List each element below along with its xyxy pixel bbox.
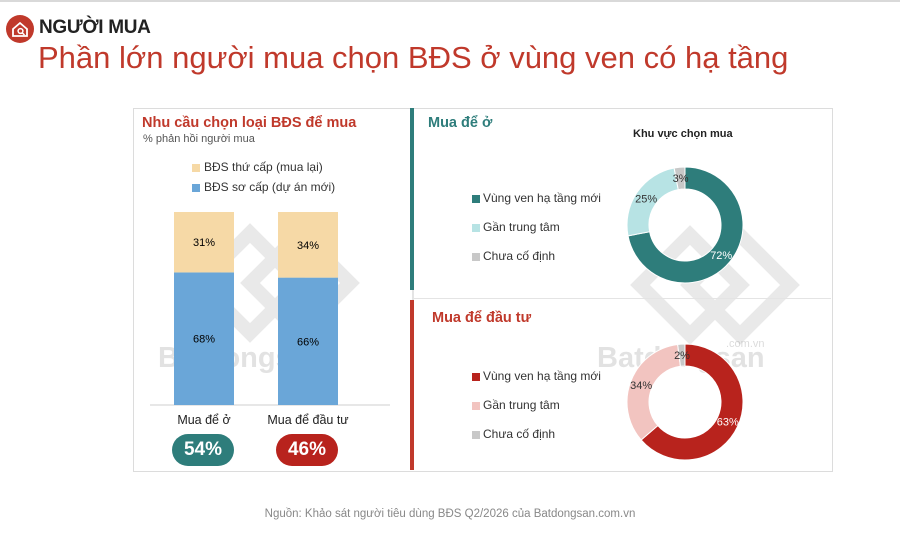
bar-data-label: 31% bbox=[193, 237, 215, 249]
top-rule bbox=[0, 0, 900, 2]
section-divider bbox=[414, 298, 831, 299]
section-title-invest: Mua để đầu tư bbox=[432, 310, 532, 326]
legend-swatch-own-2 bbox=[472, 253, 480, 261]
legend-swatch-own-0 bbox=[472, 195, 480, 203]
legend-label-primary: BĐS sơ cấp (dự án mới) bbox=[204, 180, 336, 194]
legend-label-own-0: Vùng ven hạ tầng mới bbox=[483, 191, 601, 205]
donut-data-label: 34% bbox=[630, 380, 652, 392]
legend-swatch-secondary bbox=[192, 164, 200, 172]
bar-segment bbox=[174, 212, 234, 273]
donut-slice bbox=[627, 166, 744, 284]
left-chart-title: Nhu cầu chọn loại BĐS để mua bbox=[142, 115, 357, 131]
watermark-sub-right: .com.vn bbox=[726, 338, 765, 350]
legend-label-invest-0: Vùng ven hạ tầng mới bbox=[483, 369, 601, 383]
legend-swatch-primary bbox=[192, 184, 200, 192]
legend-label-invest-1: Gần trung tâm bbox=[483, 398, 560, 412]
bar-data-label: 66% bbox=[297, 336, 319, 348]
x-tick-label: Mua để đầu tư bbox=[267, 413, 348, 427]
accent-bar-invest bbox=[410, 300, 414, 470]
donut-slice bbox=[677, 343, 686, 367]
section-tag: NGƯỜI MUA bbox=[39, 17, 151, 38]
left-chart-subtitle: % phản hồi người mua bbox=[143, 133, 255, 145]
bar-data-label: 68% bbox=[193, 334, 215, 346]
donut-data-label: 2% bbox=[674, 350, 690, 362]
bar-segment bbox=[278, 277, 338, 405]
bar-data-label: 34% bbox=[297, 240, 319, 252]
legend-label-secondary: BĐS thứ cấp (mua lại) bbox=[204, 160, 323, 174]
bar-segment bbox=[174, 272, 234, 405]
donut-data-label: 72% bbox=[710, 250, 732, 262]
donut-slice bbox=[640, 343, 744, 461]
stacked-bar-chart: 68% 31% Mua để ở 66% 34% Mua để đầu tư bbox=[150, 212, 390, 427]
legend-swatch-invest-1 bbox=[472, 402, 480, 410]
page-title: Phần lớn người mua chọn BĐS ở vùng ven c… bbox=[38, 40, 789, 75]
donut-data-label: 3% bbox=[673, 173, 689, 185]
donut-chart-invest: 63% 34% 2% bbox=[626, 343, 744, 461]
legend-label-own-1: Gần trung tâm bbox=[483, 220, 560, 234]
donut-data-label: 25% bbox=[635, 194, 657, 206]
donut-title: Khu vực chọn mua bbox=[633, 128, 733, 140]
donut-slice bbox=[673, 166, 686, 191]
house-search-icon bbox=[6, 15, 34, 43]
legend-label-invest-2: Chưa cố định bbox=[483, 427, 556, 441]
accent-bar-own bbox=[410, 108, 414, 290]
legend-label-own-2: Chưa cố định bbox=[483, 249, 556, 263]
legend-swatch-own-1 bbox=[472, 224, 480, 232]
section-title-own: Mua để ở bbox=[428, 115, 493, 131]
donut-data-label: 63% bbox=[717, 417, 739, 429]
source-note: Nguồn: Khảo sát người tiêu dùng BĐS Q2/2… bbox=[264, 508, 636, 520]
legend-swatch-invest-0 bbox=[472, 373, 480, 381]
chart-card bbox=[133, 108, 833, 472]
total-pill-own: 54% bbox=[172, 434, 234, 466]
donut-chart-own: 72% 25% 3% bbox=[626, 166, 744, 284]
legend-swatch-invest-2 bbox=[472, 431, 480, 439]
total-pill-invest: 46% bbox=[276, 434, 338, 466]
x-tick-label: Mua để ở bbox=[177, 413, 230, 427]
bar-segment bbox=[278, 212, 338, 278]
